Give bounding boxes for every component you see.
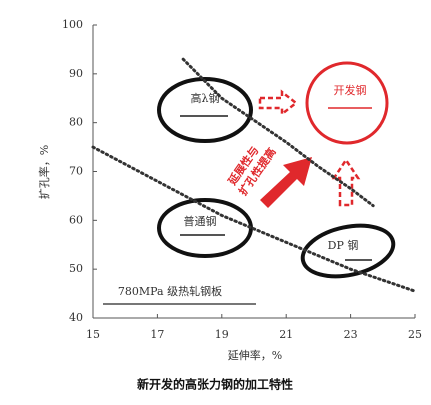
circle — [305, 61, 389, 145]
x-tick-label: 15 — [86, 328, 100, 341]
ellipse — [157, 77, 253, 143]
y-axis-label: 扩孔率，% — [37, 145, 51, 199]
ellipse — [300, 223, 396, 279]
arrow-diagonal — [260, 157, 312, 208]
arrow-up — [331, 157, 361, 207]
annotation: 普通钢 — [184, 214, 217, 228]
y-tick-label: 40 — [69, 311, 83, 324]
annotation: 780MPa 级热轧钢板 — [118, 284, 222, 298]
y-tick-label: 50 — [69, 262, 83, 275]
arrow-right — [258, 89, 299, 117]
x-tick-label: 23 — [344, 328, 358, 341]
dotted-curve — [181, 57, 375, 208]
x-tick-label: 19 — [215, 328, 229, 341]
x-tick-label: 25 — [408, 328, 422, 341]
y-tick-label: 100 — [62, 18, 83, 31]
y-tick-label: 70 — [69, 165, 83, 178]
x-tick-label: 17 — [150, 328, 164, 341]
y-tick-label: 90 — [69, 67, 83, 80]
annotation: 开发钢 — [334, 83, 367, 97]
annotation: 高λ钢 — [191, 91, 220, 105]
x-axis-label: 延伸率，% — [228, 348, 282, 362]
annotation: DP 钢 — [328, 239, 359, 252]
caption: 新开发的高张力钢的加工特性 — [137, 377, 293, 392]
ellipse — [157, 198, 253, 258]
dotted-curve — [91, 145, 417, 293]
y-tick-label: 80 — [69, 116, 83, 129]
x-tick-label: 21 — [279, 328, 293, 341]
y-tick-label: 60 — [69, 213, 83, 226]
